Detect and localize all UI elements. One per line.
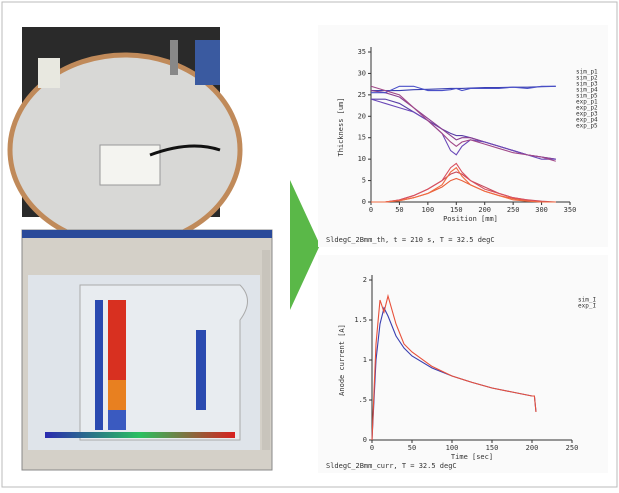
legend-entry: exp_p2 [576, 105, 598, 112]
legend-entry: exp_p4 [576, 117, 598, 124]
legend-entry: exp_I [578, 303, 596, 310]
y-axis-label: Anode current [A] [338, 324, 346, 396]
caption: SldegC_2Bmm_curr, T = 32.5 degC [326, 462, 457, 470]
y-tick-label: 30 [358, 69, 366, 77]
x-tick-label: 250 [566, 444, 579, 452]
y-tick-label: 25 [358, 91, 366, 99]
x-tick-label: 50 [408, 444, 416, 452]
caption: SldegC_2Bmm_th, t = 210 s, T = 32.5 degC [326, 236, 495, 244]
photo [7, 27, 243, 248]
simulation-screenshot [21, 229, 273, 471]
legend-entry: sim_p1 [576, 69, 598, 76]
legend-entry: sim_p2 [576, 75, 598, 82]
x-tick-label: 150 [450, 206, 463, 214]
series-line [371, 162, 556, 203]
legend-entry: exp_p3 [576, 111, 598, 118]
y-tick-label: 0 [362, 198, 366, 206]
legend-entry: sim_I [578, 297, 596, 304]
legend-entry: exp_p1 [576, 99, 598, 106]
x-axis-label: Time [sec] [451, 453, 493, 461]
series-line [370, 98, 556, 160]
x-tick-label: 100 [446, 444, 459, 452]
y-tick-label: 1 [363, 356, 367, 364]
x-tick-label: 350 [564, 206, 577, 214]
series-line [371, 85, 556, 92]
x-tick-label: 250 [507, 206, 520, 214]
x-tick-label: 0 [369, 206, 373, 214]
y-tick-label: 1.5 [354, 316, 367, 324]
y-tick-label: 10 [358, 155, 366, 163]
y-tick-label: 2 [363, 276, 367, 284]
y-tick-label: 5 [362, 177, 366, 185]
y-tick-label: 15 [358, 134, 366, 142]
x-tick-label: 150 [486, 444, 499, 452]
y-tick-label: 20 [358, 112, 366, 120]
series-line [370, 85, 556, 162]
chart-panel [318, 255, 608, 473]
x-tick-label: 300 [535, 206, 548, 214]
x-tick-label: 50 [395, 206, 403, 214]
y-tick-label: .5 [359, 396, 367, 404]
arrow [290, 180, 320, 310]
legend-entry: sim_p5 [576, 93, 598, 100]
x-tick-label: 100 [422, 206, 435, 214]
x-axis-label: Position [mm] [443, 215, 498, 223]
series-line [371, 166, 556, 203]
y-tick-label: 35 [358, 48, 366, 56]
y-axis-label: Thickness [um] [337, 97, 345, 156]
x-tick-label: 200 [526, 444, 539, 452]
series-line [371, 293, 537, 441]
legend-entry: sim_p4 [576, 87, 598, 94]
x-tick-label: 200 [478, 206, 491, 214]
legend-entry: exp_p5 [576, 123, 598, 130]
series-line [371, 85, 556, 94]
x-tick-label: 0 [370, 444, 374, 452]
y-tick-label: 0 [363, 436, 367, 444]
legend-entry: sim_p3 [576, 81, 598, 88]
